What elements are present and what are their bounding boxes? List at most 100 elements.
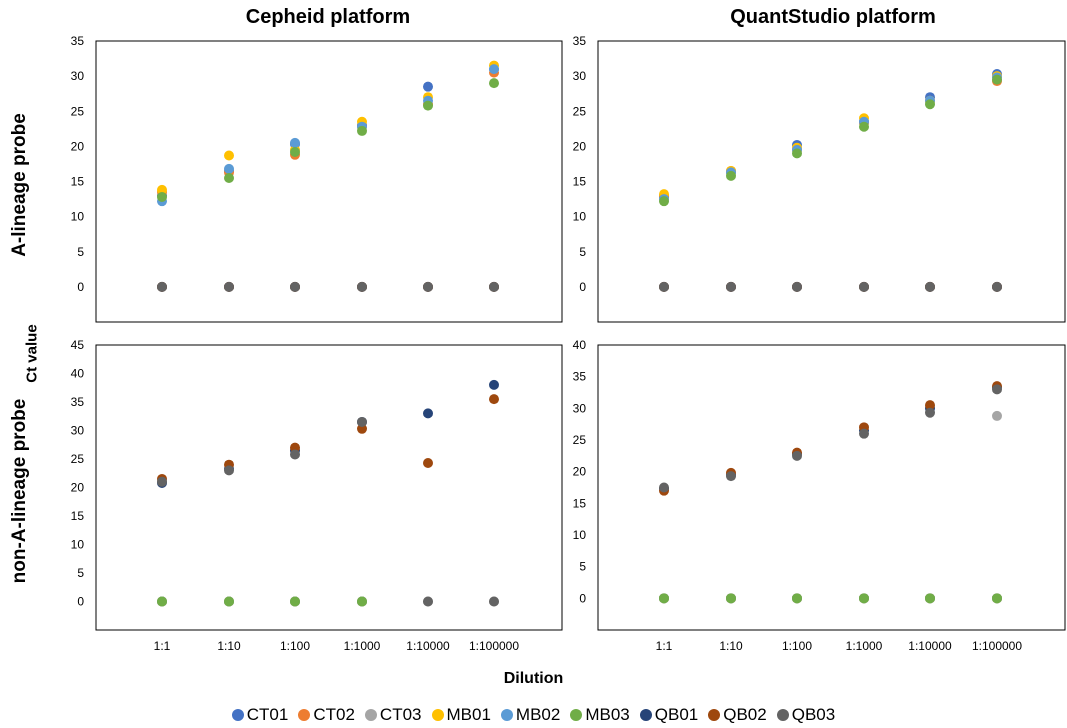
point-mb03	[423, 100, 433, 111]
point-qb03	[489, 281, 499, 292]
point-mb03	[290, 596, 300, 607]
legend-marker	[570, 709, 583, 721]
point-qb03	[859, 428, 869, 439]
y-tick-label: 5	[579, 245, 586, 259]
point-qb03	[792, 450, 802, 461]
legend-item-mb02: MB02	[500, 705, 561, 725]
y-tick-label: 15	[573, 175, 587, 189]
legend-item-qb01: QB01	[639, 705, 698, 725]
point-mb02	[290, 137, 300, 148]
y-tick-label: 35	[573, 370, 587, 384]
point-mb01	[224, 150, 234, 161]
plot-frame	[597, 40, 1066, 323]
point-mb03	[992, 74, 1002, 85]
plot-frame	[597, 344, 1066, 631]
x-tick-label: 1:1	[154, 639, 171, 653]
x-tick-label: 1:10000	[406, 639, 450, 653]
legend-marker	[431, 709, 444, 721]
point-mb03	[859, 593, 869, 604]
point-qb01	[489, 379, 499, 390]
point-mb03	[659, 196, 669, 207]
legend-label: MB02	[515, 705, 561, 724]
y-tick-label: 25	[573, 433, 587, 447]
x-tick-label: 1:1000	[344, 639, 381, 653]
panel-4: 0 5 10 15 20 25 30 35 40	[573, 338, 1066, 631]
point-qb03	[726, 471, 736, 482]
y-tick-label: 30	[71, 69, 85, 83]
point-qb01	[423, 408, 433, 419]
y-tick-label: 25	[71, 452, 85, 466]
point-qb03	[357, 281, 367, 292]
y-tick-label: 20	[71, 139, 85, 153]
legend-marker	[776, 709, 789, 721]
point-qb03	[659, 281, 669, 292]
point-mb03	[489, 78, 499, 89]
point-qb03	[290, 449, 300, 460]
point-mb02	[489, 64, 499, 75]
panel-1: 0 5 10 15 20 25 30 35	[71, 34, 563, 323]
y-tick-label: 0	[579, 280, 586, 294]
y-tick-label: 10	[71, 210, 85, 224]
point-mb03	[925, 593, 935, 604]
point-qb03	[157, 476, 167, 487]
legend-item-mb03: MB03	[570, 705, 630, 725]
y-tick-label: 10	[573, 528, 587, 542]
point-qb03	[224, 281, 234, 292]
point-mb03	[925, 99, 935, 110]
point-qb02	[489, 394, 499, 405]
x-tick-label: 1:100000	[469, 639, 519, 653]
legend-label: MB03	[585, 705, 630, 724]
legend-item-ct03: CT03	[364, 705, 422, 725]
y-tick-label: 25	[71, 104, 85, 118]
x-tick-label: 1:100	[782, 639, 812, 653]
legend-marker	[231, 709, 244, 721]
legend-marker	[708, 709, 721, 721]
y-tick-label: 30	[573, 69, 587, 83]
point-mb03	[224, 596, 234, 607]
y-tick-label: 15	[71, 175, 85, 189]
y-tick-label: 35	[573, 34, 587, 48]
x-tick-label: 1:1	[656, 639, 673, 653]
panel-3: 0 5 10 15 20 25 30 35 40 45	[71, 338, 563, 631]
plot-frame	[95, 40, 563, 323]
point-mb03	[726, 170, 736, 181]
x-axis-label: Dilution	[503, 670, 564, 687]
point-qb03	[423, 596, 433, 607]
plot-frame	[95, 344, 563, 631]
x-tick-label: 1:100	[280, 639, 310, 653]
x-tick-label: 1:10000	[908, 639, 952, 653]
y-tick-label: 0	[579, 591, 586, 605]
y-tick-label: 30	[573, 401, 587, 415]
legend-marker	[500, 709, 513, 721]
point-qb03	[726, 281, 736, 292]
point-mb03	[157, 191, 167, 202]
legend-label: CT03	[379, 705, 422, 724]
point-qb03	[992, 384, 1002, 395]
point-qb02	[357, 423, 367, 434]
point-qb02	[925, 400, 935, 411]
point-mb03	[726, 593, 736, 604]
point-qb03	[859, 281, 869, 292]
y-tick-label: 25	[573, 104, 587, 118]
point-qb03	[659, 482, 669, 493]
x-tick-label: 1:10	[719, 639, 743, 653]
legend-label: QB02	[723, 705, 767, 724]
legend-item-mb01: MB01	[431, 705, 491, 725]
point-qb03	[925, 407, 935, 418]
point-ct01	[423, 81, 433, 92]
point-mb03	[224, 172, 234, 183]
y-tick-label: 20	[573, 139, 587, 153]
legend: CT01 CT02 CT03 MB01 MB02 MB03 QB01 QB02 QB03	[0, 705, 1067, 725]
point-mb01	[157, 184, 167, 195]
point-qb03	[224, 465, 234, 476]
point-qb03	[423, 281, 433, 292]
point-qb03	[357, 416, 367, 427]
y-tick-label: 5	[77, 566, 84, 580]
y-tick-label: 45	[71, 338, 85, 352]
title-quantstudio: QuantStudio platform	[730, 6, 936, 28]
legend-item-qb02: QB02	[708, 705, 767, 725]
point-qb03	[489, 596, 499, 607]
legend-label: CT01	[246, 705, 289, 724]
y-tick-label: 10	[573, 210, 587, 224]
point-qb02	[423, 457, 433, 468]
